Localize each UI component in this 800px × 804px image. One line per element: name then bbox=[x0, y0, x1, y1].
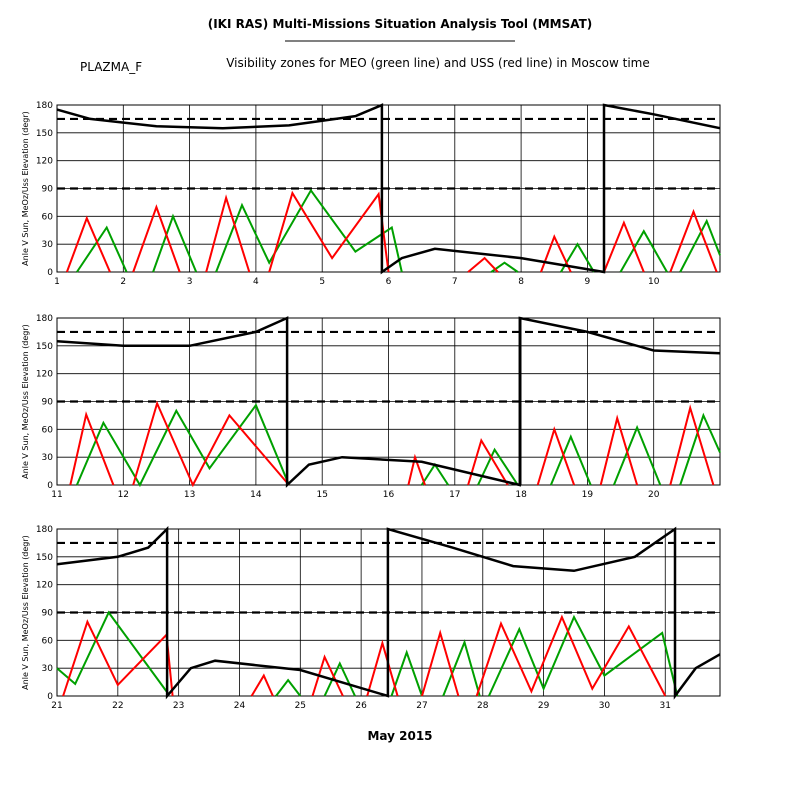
x-axis-label: May 2015 bbox=[367, 729, 432, 743]
y-tick-label: 150 bbox=[36, 342, 53, 352]
series-line bbox=[62, 614, 667, 697]
y-tick-label: 90 bbox=[42, 609, 54, 619]
series-line bbox=[56, 610, 679, 697]
y-axis-label: Anle V Sun, MeOz/Uss Elevation (degr) bbox=[21, 111, 30, 266]
y-axis-label: Anle V Sun, MeOz/Uss Elevation (degr) bbox=[21, 535, 30, 690]
series-line bbox=[56, 103, 721, 275]
x-tick-label: 30 bbox=[599, 701, 611, 711]
x-tick-label: 1 bbox=[54, 277, 60, 287]
x-tick-label: 16 bbox=[383, 490, 395, 500]
x-tick-label: 2 bbox=[120, 277, 126, 287]
y-tick-label: 30 bbox=[42, 240, 54, 250]
x-tick-label: 27 bbox=[416, 701, 427, 711]
x-tick-label: 23 bbox=[173, 701, 184, 711]
y-tick-label: 60 bbox=[42, 636, 54, 646]
x-tick-label: 12 bbox=[118, 490, 129, 500]
x-tick-label: 4 bbox=[253, 277, 259, 287]
y-tick-label: 90 bbox=[42, 398, 54, 408]
series-line bbox=[76, 188, 721, 273]
x-tick-label: 14 bbox=[250, 490, 262, 500]
y-tick-label: 120 bbox=[36, 581, 53, 591]
y-tick-label: 60 bbox=[42, 425, 54, 435]
y-tick-label: 120 bbox=[36, 370, 53, 380]
satellite-name: PLAZMA_F bbox=[80, 60, 142, 74]
y-tick-label: 180 bbox=[36, 525, 53, 535]
y-tick-label: 180 bbox=[36, 314, 53, 324]
y-tick-label: 0 bbox=[47, 481, 53, 491]
x-tick-label: 25 bbox=[295, 701, 306, 711]
title: (IKI RAS) Multi-Missions Situation Analy… bbox=[208, 17, 593, 31]
x-tick-label: 6 bbox=[386, 277, 392, 287]
x-tick-label: 21 bbox=[51, 701, 62, 711]
y-tick-label: 180 bbox=[36, 101, 53, 111]
y-tick-label: 120 bbox=[36, 157, 53, 167]
x-tick-label: 9 bbox=[585, 277, 591, 287]
x-tick-label: 11 bbox=[51, 490, 62, 500]
x-tick-label: 22 bbox=[112, 701, 123, 711]
x-tick-label: 8 bbox=[518, 277, 524, 287]
y-tick-label: 60 bbox=[42, 212, 54, 222]
y-tick-label: 0 bbox=[47, 268, 53, 278]
x-tick-label: 26 bbox=[355, 701, 367, 711]
subtitle: Visibility zones for MEO (green line) an… bbox=[226, 56, 650, 70]
y-tick-label: 150 bbox=[36, 553, 53, 563]
series-line bbox=[56, 316, 721, 488]
y-tick-label: 0 bbox=[47, 692, 53, 702]
x-tick-label: 5 bbox=[319, 277, 325, 287]
x-tick-label: 15 bbox=[316, 490, 327, 500]
y-tick-label: 150 bbox=[36, 129, 53, 139]
y-tick-label: 90 bbox=[42, 185, 54, 195]
x-tick-label: 24 bbox=[234, 701, 246, 711]
x-tick-label: 29 bbox=[538, 701, 550, 711]
x-tick-label: 3 bbox=[187, 277, 193, 287]
series-line bbox=[69, 400, 715, 488]
x-tick-label: 7 bbox=[452, 277, 458, 287]
x-tick-label: 19 bbox=[582, 490, 594, 500]
x-tick-label: 10 bbox=[648, 277, 660, 287]
x-tick-label: 31 bbox=[660, 701, 671, 711]
series-line bbox=[65, 190, 718, 273]
y-tick-label: 30 bbox=[42, 453, 54, 463]
x-tick-label: 20 bbox=[648, 490, 660, 500]
y-tick-label: 30 bbox=[42, 664, 54, 674]
x-tick-label: 18 bbox=[515, 490, 527, 500]
series-line bbox=[56, 526, 721, 700]
x-tick-label: 17 bbox=[449, 490, 460, 500]
y-axis-label: Anle V Sun, MeOz/Uss Elevation (degr) bbox=[21, 324, 30, 479]
x-tick-label: 13 bbox=[184, 490, 195, 500]
x-tick-label: 28 bbox=[477, 701, 489, 711]
